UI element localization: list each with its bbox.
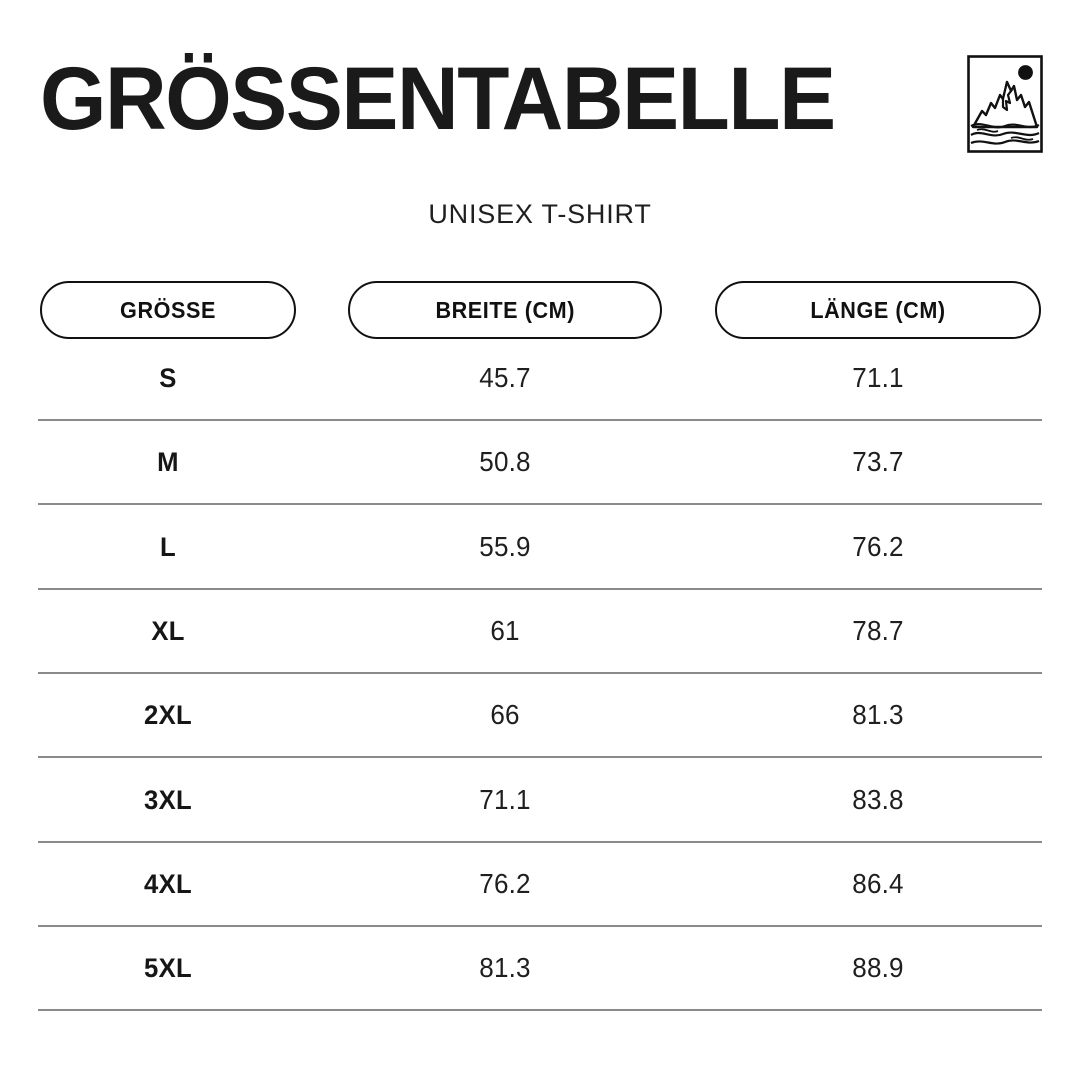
table-row: XL 61 78.7 <box>0 608 1080 692</box>
cell-length: 88.9 <box>852 952 904 984</box>
cell-size: L <box>160 531 176 562</box>
cell-size: XL <box>151 615 185 646</box>
table-row: S 45.7 71.1 <box>0 355 1080 439</box>
cell-size: 3XL <box>144 784 192 815</box>
cell-length: 86.4 <box>852 867 904 899</box>
row-divider <box>38 924 1042 927</box>
cell-width: 81.3 <box>479 952 531 984</box>
product-subtitle: UNISEX T-SHIRT <box>428 199 652 229</box>
page-title: GRÖSSENTABELLE <box>40 48 836 148</box>
row-divider <box>38 419 1042 421</box>
cell-length: 76.2 <box>852 530 904 562</box>
table-row: 3XL 71.1 83.8 <box>0 777 1080 861</box>
cell-length: 78.7 <box>852 614 904 646</box>
column-header-width-label: BREITE (CM) <box>435 296 575 323</box>
column-header-length-label: LÄNGE (CM) <box>810 296 946 323</box>
cell-width: 50.8 <box>479 446 531 478</box>
table-row: M 50.8 73.7 <box>0 439 1080 523</box>
cell-length: 71.1 <box>852 362 904 393</box>
cell-width: 55.9 <box>479 530 531 562</box>
cell-size: 4XL <box>144 868 192 899</box>
cell-width: 45.7 <box>479 362 531 393</box>
cell-length: 81.3 <box>852 699 904 731</box>
table-row: 5XL 81.3 88.9 <box>0 945 1080 1029</box>
cell-size: M <box>157 447 179 478</box>
cell-width: 76.2 <box>479 867 531 899</box>
column-header-size-label: GRÖSSE <box>120 296 216 323</box>
table-row: 2XL 66 81.3 <box>0 692 1080 776</box>
row-divider <box>38 756 1042 759</box>
row-divider <box>38 671 1042 674</box>
column-header-length: LÄNGE (CM) <box>715 281 1041 339</box>
page-header: GRÖSSENTABELLE <box>0 0 1080 175</box>
table-row: L 55.9 76.2 <box>0 524 1080 608</box>
row-divider <box>38 1009 1042 1012</box>
cell-size: S <box>159 363 177 393</box>
cell-size: 5XL <box>144 953 192 984</box>
cell-width: 66 <box>490 699 520 731</box>
column-header-size: GRÖSSE <box>40 281 296 339</box>
mountain-sun-water-logo-icon <box>967 55 1043 153</box>
cell-length: 73.7 <box>852 446 904 478</box>
row-divider <box>38 503 1042 506</box>
cell-width: 71.1 <box>479 783 531 815</box>
cell-width: 61 <box>490 614 520 646</box>
cell-size: 2XL <box>144 700 192 731</box>
row-divider <box>38 587 1042 590</box>
table-header-row: GRÖSSE BREITE (CM) LÄNGE (CM) <box>0 281 1080 341</box>
row-divider <box>38 840 1042 843</box>
column-header-width: BREITE (CM) <box>348 281 662 339</box>
brand-logo <box>967 55 1043 153</box>
table-row: 4XL 76.2 86.4 <box>0 861 1080 945</box>
cell-length: 83.8 <box>852 783 904 815</box>
